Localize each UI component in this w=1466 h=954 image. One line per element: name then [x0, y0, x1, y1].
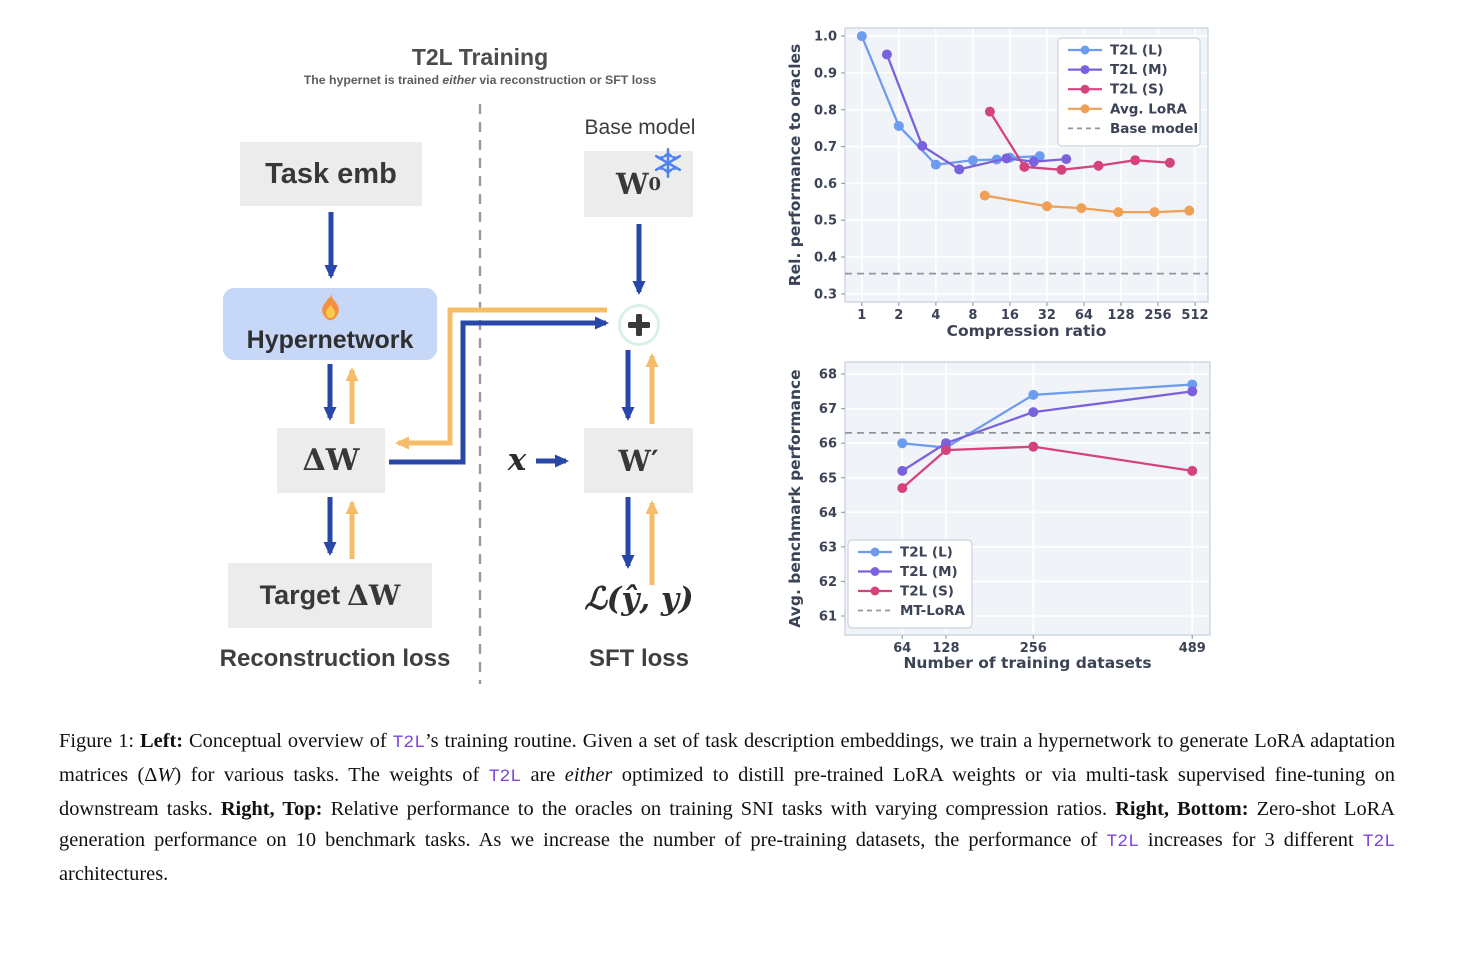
blue-forward-arrows — [323, 212, 646, 569]
training-datasets-chart: 64 128 256 489 61 62 63 64 65 66 67 68 Number of tra… — [786, 361, 1211, 672]
hypernetwork-label: Hypernetwork — [246, 326, 414, 354]
snowflake-icon — [654, 148, 682, 178]
svg-text:0.6: 0.6 — [814, 177, 837, 192]
series-T2L (S) — [984, 106, 1175, 175]
plus-icon — [618, 304, 660, 346]
caption-segment: either — [564, 763, 613, 786]
svg-text:0.9: 0.9 — [814, 66, 837, 81]
diagram-title: T2L Training — [411, 44, 549, 70]
diagram-arrows-layer — [323, 104, 659, 684]
caption-segment: are — [521, 763, 565, 786]
svg-text:2: 2 — [894, 308, 903, 323]
caption-segment: Right, Bottom: — [1115, 797, 1249, 820]
target-delta-w-box: Target ΔW — [228, 563, 432, 628]
svg-text:T2L (M): T2L (M) — [900, 564, 958, 580]
svg-text:T2L (L): T2L (L) — [900, 545, 953, 561]
svg-text:T2L (M): T2L (M) — [1110, 62, 1168, 78]
svg-text:1: 1 — [857, 308, 866, 323]
svg-text:Avg. benchmark performance: Avg. benchmark performance — [786, 369, 804, 627]
caption-segment: architectures. — [59, 863, 169, 886]
orange-backward-arrows — [345, 307, 659, 585]
figure-caption: Figure 1: Left: Conceptual overview of T… — [59, 726, 1395, 891]
svg-text:16: 16 — [1001, 308, 1019, 323]
compression-ratio-chart: 1 2 4 8 16 32 64 128 256 512 0.3 0.4 0.5 0.6 0.7 0.8 0.9… — [786, 27, 1209, 340]
svg-text:68: 68 — [819, 368, 837, 383]
svg-text:Rel. performance to oracles: Rel. performance to oracles — [786, 44, 804, 287]
svg-text:61: 61 — [819, 609, 837, 624]
svg-text:Compression ratio: Compression ratio — [947, 322, 1107, 340]
task-emb-box: Task emb — [240, 142, 422, 206]
svg-text:Base model: Base model — [1110, 121, 1198, 137]
caption-segment: Zero-shot LoRA generation performance on… — [59, 797, 1395, 852]
svg-text:512: 512 — [1181, 308, 1208, 323]
series-T2L (M) — [881, 49, 1072, 175]
caption-segment: increases for 3 different — [1138, 829, 1363, 852]
svg-text:63: 63 — [819, 540, 837, 555]
svg-text:MT-LoRA: MT-LoRA — [900, 603, 966, 619]
series-T2L (M) — [897, 386, 1198, 476]
caption-segment: T2L — [1106, 832, 1139, 853]
caption-segment: T2L — [392, 733, 425, 753]
svg-text:64: 64 — [1075, 308, 1093, 323]
svg-text:66: 66 — [819, 437, 837, 452]
svg-text:8: 8 — [968, 308, 977, 323]
caption-segment: Figure 1: — [59, 730, 141, 752]
caption-segment: W — [157, 763, 175, 786]
svg-text:1.0: 1.0 — [814, 30, 837, 45]
svg-text:489: 489 — [1179, 641, 1206, 656]
caption-segment: Right, Top: — [220, 797, 323, 820]
svg-text:256: 256 — [1144, 308, 1171, 323]
caption-segment: optimized to distill pre-trained LoRA we… — [59, 763, 1395, 820]
svg-text:0.7: 0.7 — [814, 140, 837, 155]
sft-loss-math: ℒ(ŷ, y) — [584, 581, 694, 617]
svg-text:0.8: 0.8 — [814, 103, 837, 118]
svg-text:0.5: 0.5 — [814, 214, 837, 229]
svg-text:4: 4 — [931, 308, 940, 323]
svg-text:62: 62 — [819, 575, 837, 590]
caption-segment: T2L — [1362, 832, 1395, 853]
svg-text:64: 64 — [893, 641, 911, 656]
svg-text:T2L (L): T2L (L) — [1110, 43, 1163, 59]
svg-text:32: 32 — [1038, 308, 1056, 323]
svg-text:256: 256 — [1020, 641, 1047, 656]
fire-icon — [322, 294, 339, 321]
base-model-label: Base model — [584, 116, 696, 139]
caption-segment: Conceptual overview of — [183, 730, 393, 752]
series-T2L (S) — [897, 441, 1198, 494]
svg-text:T2L (S): T2L (S) — [900, 584, 954, 600]
svg-text:128: 128 — [1107, 308, 1134, 323]
caption-segment: Left: — [140, 730, 184, 752]
svg-text:0.3: 0.3 — [814, 287, 837, 302]
caption-segment: ’s training routine. Given a set of task… — [59, 730, 1396, 786]
svg-text:64: 64 — [819, 506, 837, 521]
svg-text:128: 128 — [932, 641, 959, 656]
reconstruction-loss-label: Reconstruction loss — [219, 645, 451, 672]
series-Avg. LoRA — [979, 190, 1195, 218]
svg-text:Number of training datasets: Number of training datasets — [903, 654, 1151, 672]
series-T2L (L) — [897, 379, 1198, 453]
x-input-label: x — [507, 442, 527, 478]
delta-w-box: ΔW — [277, 428, 385, 493]
w-prime-box: W′ — [584, 428, 693, 493]
svg-text:Avg. LoRA: Avg. LoRA — [1110, 101, 1188, 117]
svg-text:0.4: 0.4 — [814, 251, 837, 266]
svg-text:T2L (S): T2L (S) — [1110, 82, 1164, 98]
svg-text:67: 67 — [819, 402, 837, 417]
caption-segment: Relative performance to the oracles on t… — [322, 797, 1116, 820]
sft-loss-label: SFT loss — [588, 645, 690, 672]
diagram-subtitle: The hypernet is trained either via recon… — [303, 73, 657, 87]
caption-segment: ) for various tasks. The weights of — [174, 763, 489, 786]
svg-text:65: 65 — [819, 471, 837, 486]
caption-segment: T2L — [488, 766, 522, 787]
